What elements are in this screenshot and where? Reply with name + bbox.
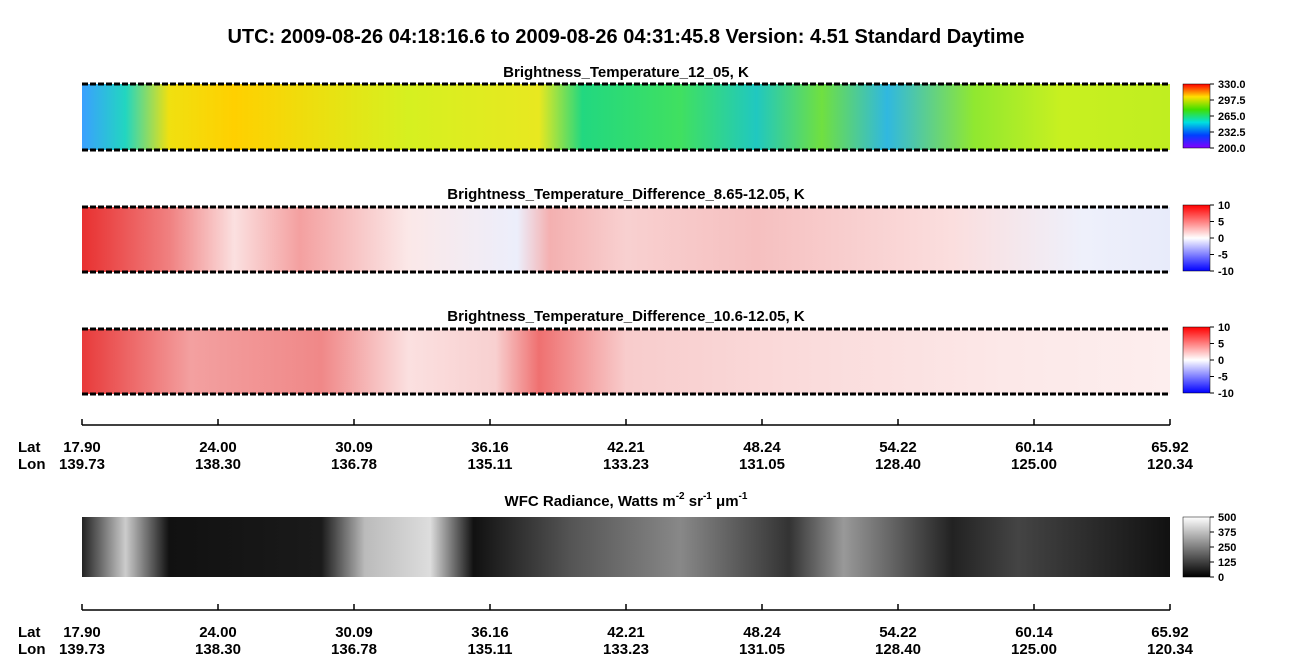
lat-label: 54.22: [879, 439, 917, 456]
colorbar-label: 0: [1218, 572, 1224, 584]
panel-title: Brightness_Temperature_Difference_10.6-1…: [447, 308, 805, 325]
lon-label: 139.73: [59, 456, 105, 473]
colorbar-label: 5: [1218, 217, 1224, 229]
lat-label: 48.24: [743, 439, 781, 456]
axis-label: Lat: [18, 624, 41, 641]
panel-title: Brightness_Temperature_Difference_8.65-1…: [447, 186, 805, 203]
colorbar-label: 10: [1218, 200, 1230, 212]
lon-label: 120.34: [1147, 641, 1194, 658]
colorbar-label: 10: [1218, 322, 1230, 334]
lat-label: 60.14: [1015, 624, 1053, 641]
axis-label: Lon: [18, 641, 46, 658]
lon-label: 133.23: [603, 641, 649, 658]
colorbar-label: 500: [1218, 512, 1236, 524]
lon-label: 128.40: [875, 641, 921, 658]
colorbar-label: 330.0: [1218, 79, 1246, 91]
lat-label: 24.00: [199, 439, 237, 456]
lat-label: 17.90: [63, 624, 101, 641]
panel-title: WFC Radiance, Watts m-2 sr-1 μm-1: [505, 491, 748, 510]
title-part: WFC Radiance, Watts m: [505, 493, 676, 510]
lon-label: 139.73: [59, 641, 105, 658]
colorbar: [1182, 83, 1211, 149]
lat-label: 60.14: [1015, 439, 1053, 456]
wfc-strip: [82, 517, 1170, 577]
lat-label: 36.16: [471, 624, 509, 641]
colorbar-label: 5: [1218, 339, 1224, 351]
colorbar-label: -5: [1218, 250, 1228, 262]
btd-strip: [82, 207, 1170, 272]
colorbar: [1182, 516, 1211, 578]
colorbar-label: 297.5: [1218, 95, 1246, 107]
lat-label: 65.92: [1151, 439, 1189, 456]
lon-label: 138.30: [195, 641, 241, 658]
colorbar: [1182, 326, 1211, 394]
page-title: UTC: 2009-08-26 04:18:16.6 to 2009-08-26…: [227, 26, 1024, 48]
lon-label: 120.34: [1147, 456, 1194, 473]
lon-label: 135.11: [467, 456, 512, 473]
lat-label: 54.22: [879, 624, 917, 641]
colorbar-label: -10: [1218, 266, 1234, 278]
title-part: μm: [712, 493, 739, 510]
lon-label: 125.00: [1011, 641, 1057, 658]
title-sup: -1: [739, 491, 748, 502]
lat-label: 17.90: [63, 439, 101, 456]
colorbar: [1182, 204, 1211, 272]
lon-label: 131.05: [739, 641, 785, 658]
title-part: sr: [685, 493, 704, 510]
axis-label: Lon: [18, 456, 46, 473]
lon-label: 128.40: [875, 456, 921, 473]
colorbar-label: -5: [1218, 372, 1228, 384]
lon-label: 125.00: [1011, 456, 1057, 473]
lon-label: 136.78: [331, 641, 377, 658]
btd-strip: [82, 329, 1170, 394]
bt-strip: [82, 84, 1170, 150]
lat-label: 36.16: [471, 439, 509, 456]
lat-label: 30.09: [335, 624, 373, 641]
lon-label: 135.11: [467, 641, 512, 658]
colorbar-label: 200.0: [1218, 143, 1246, 155]
title-sup: -2: [676, 491, 685, 502]
colorbar-label: 265.0: [1218, 111, 1246, 123]
colorbar-label: 125: [1218, 557, 1236, 569]
lon-label: 133.23: [603, 456, 649, 473]
colorbar-label: 0: [1218, 355, 1224, 367]
lon-label: 136.78: [331, 456, 377, 473]
lat-label: 42.21: [607, 439, 645, 456]
lat-label: 65.92: [1151, 624, 1189, 641]
colorbar-label: 0: [1218, 233, 1224, 245]
lat-label: 42.21: [607, 624, 645, 641]
title-sup: -1: [703, 491, 712, 502]
colorbar-label: 375: [1218, 527, 1236, 539]
lat-label: 30.09: [335, 439, 373, 456]
lat-label: 48.24: [743, 624, 781, 641]
lat-label: 24.00: [199, 624, 237, 641]
lon-label: 138.30: [195, 456, 241, 473]
colorbar-label: 250: [1218, 542, 1236, 554]
colorbar-label: 232.5: [1218, 127, 1246, 139]
lon-label: 131.05: [739, 456, 785, 473]
axis-label: Lat: [18, 439, 41, 456]
panel-title: Brightness_Temperature_12_05, K: [503, 64, 749, 81]
colorbar-label: -10: [1218, 388, 1234, 400]
